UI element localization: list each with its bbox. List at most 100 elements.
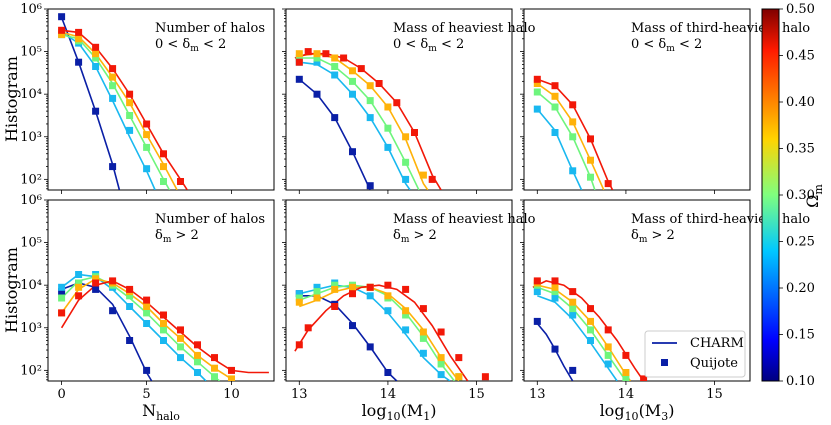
quijote-point [75,58,83,66]
quijote-point [313,54,321,62]
quijote-point [75,292,83,300]
quijote-point [604,180,612,188]
quijote-point [366,292,374,300]
x-tick-label: 10 [223,387,240,402]
y-tick-label: 10³ [20,321,42,336]
quijote-point [366,114,374,122]
quijote-point [622,351,630,359]
quijote-point [569,133,577,141]
quijote-point [551,294,559,302]
x-axis-label-3: log10(M3) [600,401,675,423]
quijote-point [143,366,151,374]
charm-line [61,31,178,190]
quijote-point [58,288,66,296]
quijote-point [604,326,612,334]
quijote-point [211,364,218,372]
quijote-point [402,175,410,183]
panel-condition: δm > 2 [155,228,199,245]
quijote-point [92,43,100,51]
panel-series [58,13,188,190]
panel-series [533,75,614,190]
legend-marker-sample [661,359,668,366]
quijote-point [587,326,594,334]
quijote-point [384,143,392,151]
quijote-point [92,107,100,115]
colorbar-tick-label: 0.50 [786,2,815,17]
quijote-point [143,296,151,304]
legend-marker-label: Quijote [690,356,738,371]
x-tick-label: 15 [468,387,485,402]
quijote-point [349,90,356,98]
colorbar-tick-label: 0.10 [786,374,815,389]
quijote-point [384,292,392,300]
quijote-point [143,120,151,128]
quijote-point [366,343,374,351]
quijote-point [419,305,427,313]
quijote-point [75,35,83,43]
quijote-point [177,178,184,185]
quijote-point [304,324,312,332]
quijote-point [126,112,134,119]
y-tick-label: 10⁴ [20,278,42,293]
quijote-point [313,294,321,302]
quijote-point [366,97,374,105]
quijote-point [384,369,392,376]
quijote-point [349,322,356,330]
quijote-point [295,294,303,302]
charm-line [299,286,460,381]
y-tick-label: 10⁶ [20,193,42,208]
quijote-point [295,58,303,66]
colorbar-tick-label: 0.45 [786,49,815,64]
charm-line [299,284,456,381]
quijote-point [437,328,445,336]
quijote-point [551,82,559,90]
quijote-point [160,311,167,319]
quijote-point [551,345,559,353]
quijote-point [126,126,134,134]
charm-line [536,91,596,190]
quijote-point [160,178,167,185]
quijote-point [58,283,66,291]
quijote-point [126,337,134,344]
quijote-point [551,288,559,296]
quijote-point [533,277,541,285]
panel-condition: 0 < δm < 2 [393,37,464,54]
quijote-point [402,133,410,141]
panel-title: Number of halos [155,21,265,36]
quijote-point [295,54,303,62]
quijote-point [533,317,541,325]
quijote-point [177,334,184,342]
quijote-point [92,275,100,283]
x-tick-label: 14 [618,387,635,402]
quijote-point [75,283,83,291]
panel-condition: 0 < δm < 2 [631,37,702,54]
quijote-point [402,307,410,315]
quijote-point [384,124,392,132]
colorbar-tick-label: 0.25 [786,235,815,250]
quijote-point [437,371,445,379]
y-axis-label-bottom: Histogram [2,247,21,333]
quijote-point [569,366,577,374]
panel-series [532,277,648,381]
x-tick-label: 14 [380,387,397,402]
quijote-point [160,163,167,171]
x-tick-label: 15 [706,387,723,402]
quijote-point [331,63,339,70]
quijote-point [331,54,339,62]
quijote-point [455,354,463,362]
charm-line [536,108,583,190]
panel-title: Mass of heaviest halo [393,212,536,227]
x-axis-label-1: Nhalo [142,401,180,423]
x-axis-label-2: log10(M1) [362,401,437,423]
quijote-point [58,309,66,317]
quijote-point [331,281,339,289]
quijote-point [160,337,167,344]
panel-title: Mass of third-heaviest halo [631,21,810,36]
quijote-point [384,307,392,315]
